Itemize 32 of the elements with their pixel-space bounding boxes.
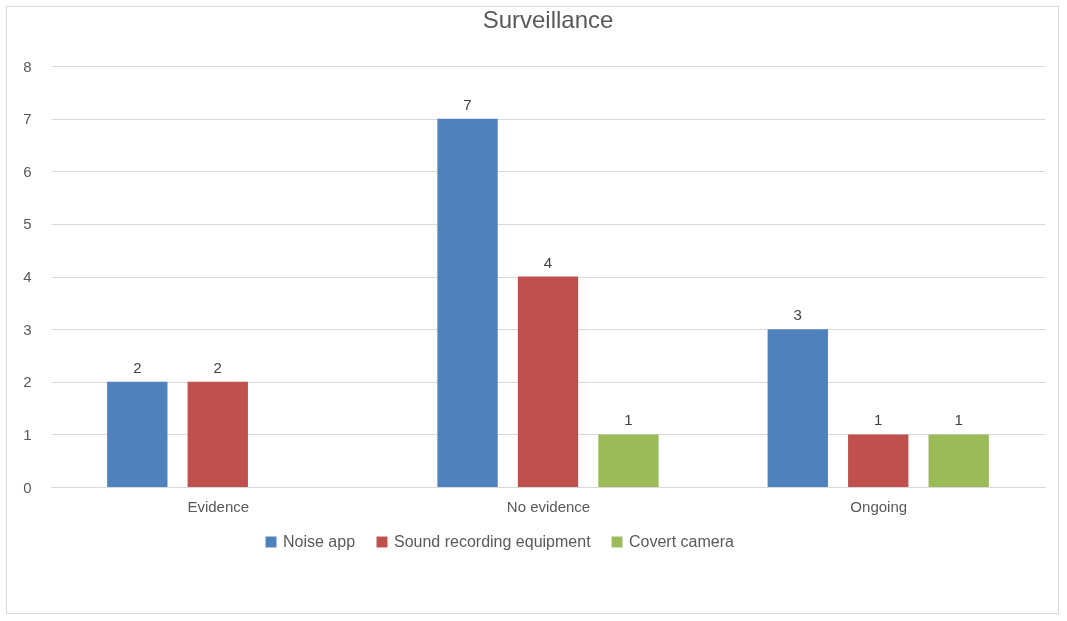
data-label: 2 (133, 358, 142, 376)
chart-title: Surveillance (482, 6, 614, 33)
bar (598, 434, 659, 487)
x-tick-label: Evidence (187, 497, 250, 515)
bar (187, 381, 248, 487)
data-label: 1 (624, 411, 633, 429)
data-label: 3 (793, 306, 802, 324)
y-tick-label: 2 (23, 373, 32, 391)
data-label: 4 (543, 253, 553, 271)
bar (437, 118, 498, 487)
data-label: 1 (874, 411, 883, 429)
y-tick-label: 3 (23, 320, 32, 338)
bar (107, 381, 168, 487)
x-tick-label: No evidence (506, 497, 591, 515)
bar (767, 329, 828, 487)
y-tick-label: 4 (23, 268, 32, 285)
bar (517, 276, 579, 487)
data-label: 2 (213, 358, 222, 376)
data-label: 1 (954, 411, 963, 429)
legend-label: Covert camera (629, 533, 735, 550)
y-tick-label: 7 (23, 110, 32, 128)
data-label: 7 (463, 95, 472, 113)
y-tick-label: 6 (23, 162, 32, 180)
bar (928, 434, 989, 487)
y-tick-label: 0 (23, 478, 32, 496)
bar (848, 434, 909, 487)
x-tick-label: Ongoing (850, 497, 908, 515)
legend-label: Noise app (283, 533, 356, 550)
y-tick-label: 5 (23, 215, 32, 233)
y-tick-label: 8 (23, 57, 32, 75)
legend-label: Sound recording equipment (394, 533, 592, 550)
y-tick-label: 1 (23, 425, 32, 443)
